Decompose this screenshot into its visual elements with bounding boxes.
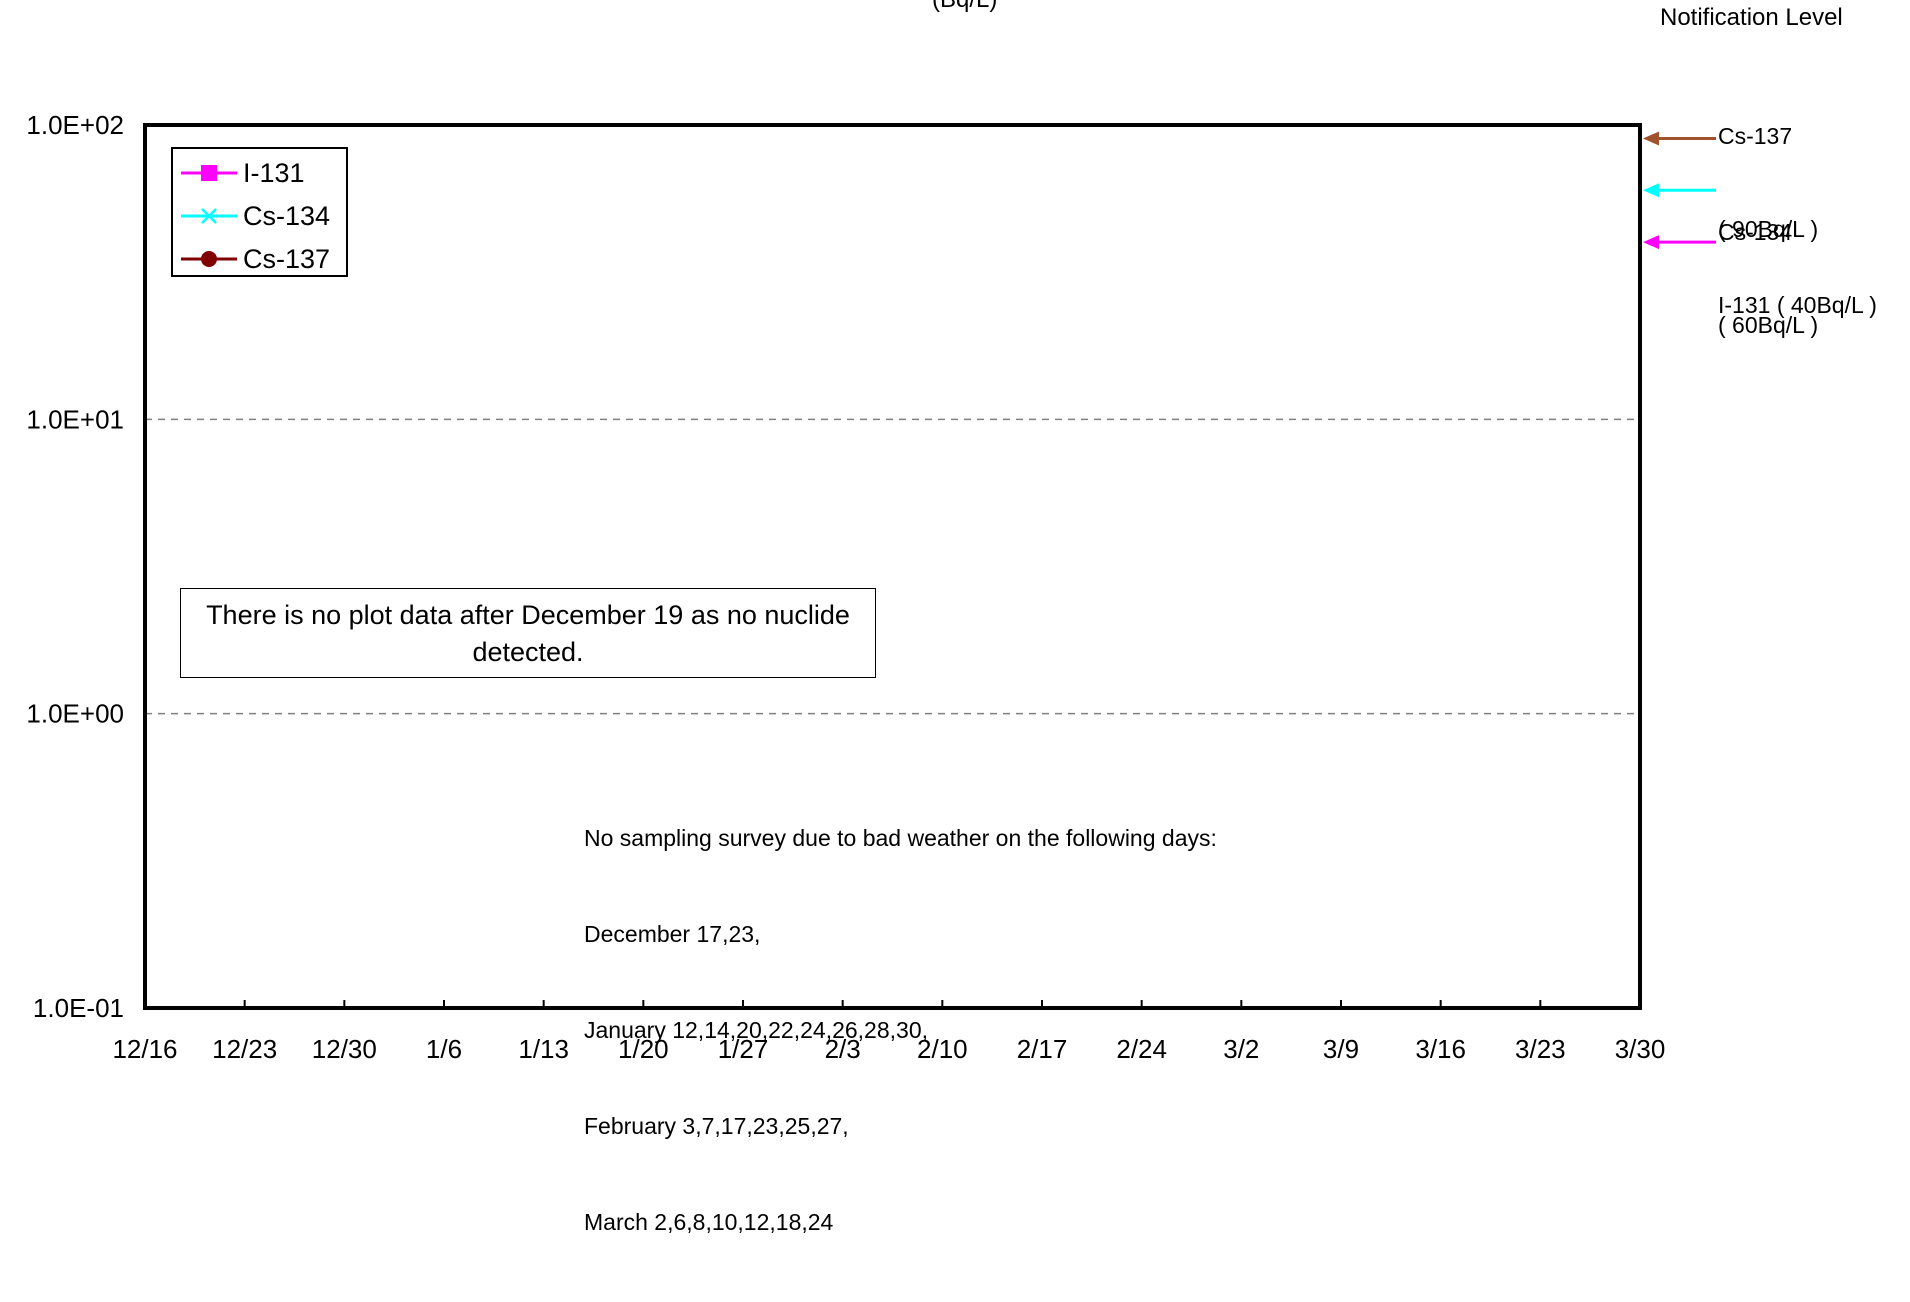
- sampling-note-line: December 17,23,: [584, 921, 761, 947]
- legend-label-i131: I-131: [243, 158, 305, 188]
- legend: I-131 Cs-134 Cs-137: [171, 147, 348, 277]
- x-tick-label: 2/10: [917, 1034, 968, 1060]
- x-tick-label: 12/23: [212, 1034, 277, 1060]
- chart-plot-area: 1.0E+02 1.0E+01 1.0E+00 1.0E-01 12/16 12/23 12…: [26, 110, 1716, 1060]
- x-tick-label: 12/30: [312, 1034, 377, 1060]
- cs134-limit-label: Cs-134 ( 60Bq/L ): [1718, 155, 1818, 403]
- x-tick-label: 3/16: [1415, 1034, 1466, 1060]
- notification-level-title: Notification Level: [1660, 4, 1843, 31]
- legend-item-i131: I-131: [181, 155, 346, 191]
- sampling-note-line: January 12,14,20,22,24,26,28,30,: [584, 1017, 929, 1043]
- x-tick-label: 2/24: [1116, 1034, 1167, 1060]
- plot-frame: [143, 123, 1642, 1010]
- legend-label-cs137: Cs-137: [243, 244, 331, 274]
- x-tick-label: 12/16: [112, 1034, 177, 1060]
- chart: 1.0E+02 1.0E+01 1.0E+00 1.0E-01 12/16 12/23 12…: [26, 0, 1877, 1235]
- y-tick-label: 1.0E+02: [26, 110, 124, 140]
- x-tick-label: 1/13: [518, 1034, 569, 1060]
- legend-item-cs137: Cs-137: [181, 241, 346, 277]
- x-tick-label: 3/2: [1223, 1034, 1259, 1060]
- x-tick-label: 2/3: [825, 1034, 861, 1060]
- legend-label-cs134: Cs-134: [243, 201, 331, 231]
- sampling-note: No sampling survey due to bad weather on…: [584, 758, 1217, 1302]
- limit-arrowhead-icon: [1643, 131, 1659, 146]
- x-tick-label: 3/23: [1515, 1034, 1566, 1060]
- y-tick-label: 1.0E+01: [26, 404, 124, 434]
- no-data-note: There is no plot data after December 19 …: [180, 588, 876, 678]
- x-marker-icon: [181, 208, 237, 224]
- limit-arrowhead-icon: [1643, 183, 1659, 198]
- x-tick-label: 1/27: [718, 1034, 769, 1060]
- cs134-limit-line2: ( 60Bq/L ): [1718, 312, 1819, 338]
- x-tick-label: 3/9: [1323, 1034, 1359, 1060]
- cs137-limit-line2: ( 90Bq/L ): [1718, 216, 1819, 242]
- i131-limit-label: I-131 ( 40Bq/L ): [1718, 228, 1877, 383]
- cs137-limit-line1: Cs-137: [1718, 123, 1793, 149]
- x-tick-label: 1/20: [618, 1034, 669, 1060]
- cs137-limit-label: Cs-137 ( 90Bq/L ): [1718, 59, 1818, 307]
- square-marker-icon: [181, 165, 237, 181]
- y-tick-label: 1.0E+00: [26, 699, 124, 729]
- y-axis-unit-label: (Bq/L): [932, 0, 997, 14]
- legend-item-cs134: Cs-134: [181, 198, 346, 234]
- x-tick-label: 3/30: [1615, 1034, 1666, 1060]
- sampling-note-line: February 3,7,17,23,25,27,: [584, 1113, 849, 1139]
- cs134-limit-line1: Cs-134: [1718, 219, 1793, 245]
- i131-limit-line1: I-131 ( 40Bq/L ): [1718, 292, 1877, 318]
- x-tick-label: 2/17: [1017, 1034, 1068, 1060]
- circle-marker-icon: [181, 251, 237, 267]
- limit-arrowhead-icon: [1643, 235, 1659, 250]
- y-tick-label: 1.0E-01: [33, 993, 124, 1023]
- sampling-note-line: March 2,6,8,10,12,18,24: [584, 1209, 834, 1235]
- x-tick-label: 1/6: [426, 1034, 462, 1060]
- sampling-note-line: No sampling survey due to bad weather on…: [584, 825, 1217, 851]
